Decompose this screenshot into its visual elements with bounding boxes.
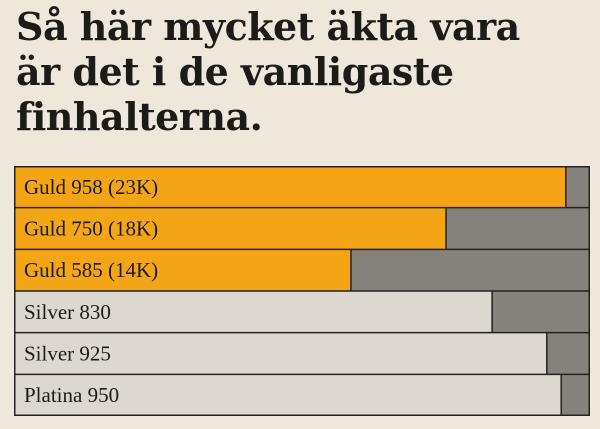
- bar-row-guld-750-18k: Guld 750 (18K): [14, 207, 590, 250]
- bar-label-guld-585-14k: Guld 585 (14K): [24, 258, 158, 282]
- chart-title: Så här mycket äkta vara är det i de vanl…: [16, 4, 591, 139]
- chart-frame: [14, 166, 590, 416]
- bar-row-silver-830: Silver 830: [14, 291, 590, 333]
- purity-bar-chart: Guld 958 (23K) Guld 750 (18K) Guld 585 (14…: [14, 166, 590, 416]
- bar-silver-830: [14, 291, 493, 333]
- bar-guld-958-23k: [14, 166, 566, 208]
- chart-svg: Guld 958 (23K) Guld 750 (18K) Guld 585 (14…: [14, 166, 590, 416]
- bar-label-guld-958-23k: Guld 958 (23K): [24, 175, 158, 199]
- bar-guld-750-18k: [14, 207, 446, 250]
- bar-row-guld-585-14k: Guld 585 (14K): [14, 249, 590, 291]
- bar-label-silver-925: Silver 925: [24, 342, 111, 366]
- bar-platina-950: [14, 374, 562, 416]
- bar-label-silver-830: Silver 830: [24, 300, 111, 324]
- bar-row-platina-950: Platina 950: [14, 374, 590, 416]
- bar-row-silver-925: Silver 925: [14, 332, 590, 375]
- title-line-1: Så här mycket äkta vara: [16, 4, 520, 49]
- title-line-2: är det i de vanligaste: [16, 49, 454, 94]
- title-line-3: finhalterna.: [16, 94, 263, 139]
- bar-row-guld-958-23k: Guld 958 (23K): [14, 166, 590, 208]
- bar-label-guld-750-18k: Guld 750 (18K): [24, 217, 158, 241]
- bar-silver-925: [14, 332, 547, 375]
- bar-label-platina-950: Platina 950: [24, 383, 119, 407]
- bar-guld-585-14k: [14, 249, 351, 291]
